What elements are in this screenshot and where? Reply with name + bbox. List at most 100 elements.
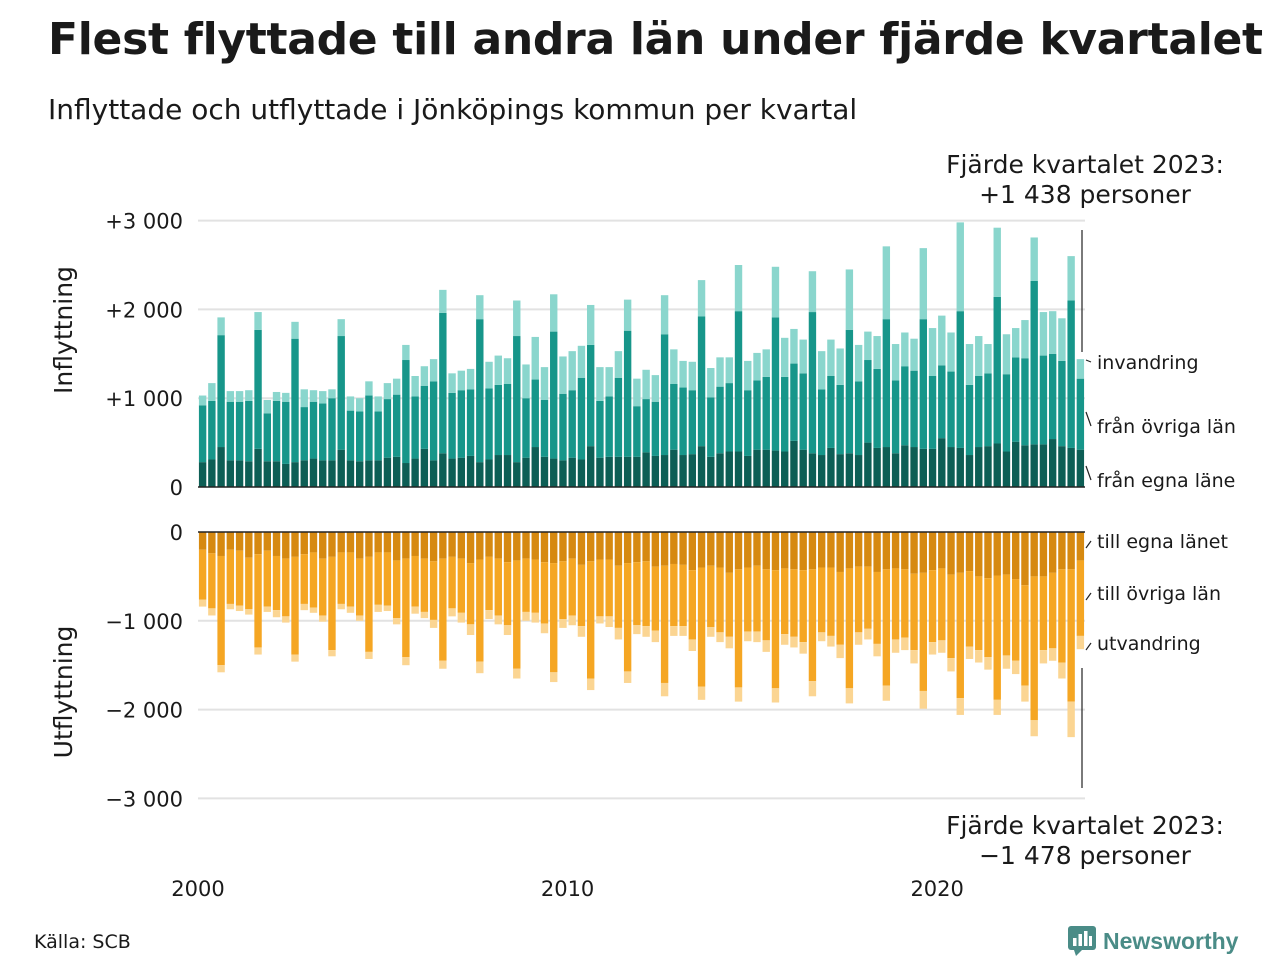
bar-segment [429,359,438,382]
bar-segment [633,562,641,626]
bar-segment [651,532,660,567]
bar-segment [1030,280,1038,445]
bar-segment [836,571,844,645]
series-label: från övriga län [1097,415,1236,438]
label-leader-line [1085,465,1092,481]
bar-segment [448,458,456,487]
bar-segment [568,558,576,616]
bar-segment [910,447,918,487]
bar-segment [716,632,724,643]
bar-segment [300,460,308,487]
bar-segment [910,338,918,371]
bar-segment [1058,569,1066,663]
bar-segment [254,329,262,449]
bar-segment [309,532,318,553]
bar-segment [762,349,770,377]
bar-segment [633,532,641,563]
bar-segment [910,532,918,574]
bar-segment [660,532,669,566]
bar-segment [596,457,604,487]
bar-segment [392,532,401,561]
bar-segment [494,615,502,625]
bar-segment [670,563,678,627]
bar-segment [901,637,909,651]
bar-segment [503,562,512,626]
bar-segment [753,449,761,487]
bar-segment [891,532,900,569]
bar-segment [300,407,308,461]
bar-segment [356,532,364,559]
bar-segment [642,561,650,627]
bar-segment [319,391,327,404]
bar-segment [374,460,382,487]
bar-segment [642,532,650,562]
bar-segment [466,563,475,625]
bar-segment [1021,445,1029,487]
bar-segment [1012,532,1020,580]
axes: 0 +1 000 +2 000 +3 000 0 −1 000 −2 000 −3 000 20… [105,210,1085,901]
bar-segment [910,573,918,651]
bar-segment [633,456,641,487]
bar-segment [670,383,678,450]
bar-segment [402,558,410,658]
bar-segment [845,568,854,689]
bar-segment [1012,357,1020,442]
bar-segment [411,396,419,459]
bar-segment [919,448,927,487]
bar-segment [282,392,290,402]
bar-segment [568,532,576,559]
bar-segment [817,389,826,456]
chart-subtitle: Inflyttade och utflyttade i Jönköpings k… [48,93,858,126]
bar-segment [799,373,807,450]
bar-segment [503,625,512,636]
bar-segment [707,627,715,637]
bar-segment [808,569,817,682]
bar-segment [984,657,992,670]
bar-segment [309,401,318,459]
label-leader-line [1085,411,1092,427]
bar-segment [651,401,660,456]
bar-segment [596,367,604,401]
bar-segment [586,344,595,447]
bar-segment [845,532,854,569]
bar-segment [660,295,669,335]
bar-segment [688,361,697,391]
bar-segment [531,612,539,623]
bar-segment [337,603,345,610]
bar-segment [356,558,364,616]
bar-segment [346,410,355,461]
bar-segment [947,447,955,487]
bar-segment [827,635,835,647]
bar-segment [781,337,789,377]
bar-segment [245,390,253,401]
bar-segment [392,394,401,457]
bar-segment [707,456,715,487]
bar-segment [956,222,964,312]
bar-segment [993,296,1001,444]
bar-segment [642,452,650,487]
gridlines [198,219,1085,800]
bar-segment [891,380,900,454]
bar-segment [586,446,595,487]
bar-segment [1030,720,1038,737]
bar-segment [1021,685,1029,702]
bar-segment [688,454,697,487]
bar-segment [328,650,336,657]
bar-segment [374,396,382,412]
bar-segment [439,558,447,661]
inflow-bars [198,222,1085,487]
bar-segment [660,334,669,456]
bar-segment [356,615,364,621]
bar-segment [411,555,419,607]
bar-segment [365,395,373,461]
bar-segment [319,460,327,487]
bar-segment [550,294,558,332]
bar-segment [494,384,502,456]
bar-segment [827,376,835,448]
bar-segment [697,316,706,447]
label-leader-line [1085,359,1092,363]
series-label: utvandring [1097,633,1201,655]
bar-segment [235,605,244,612]
bar-segment [1030,532,1038,577]
